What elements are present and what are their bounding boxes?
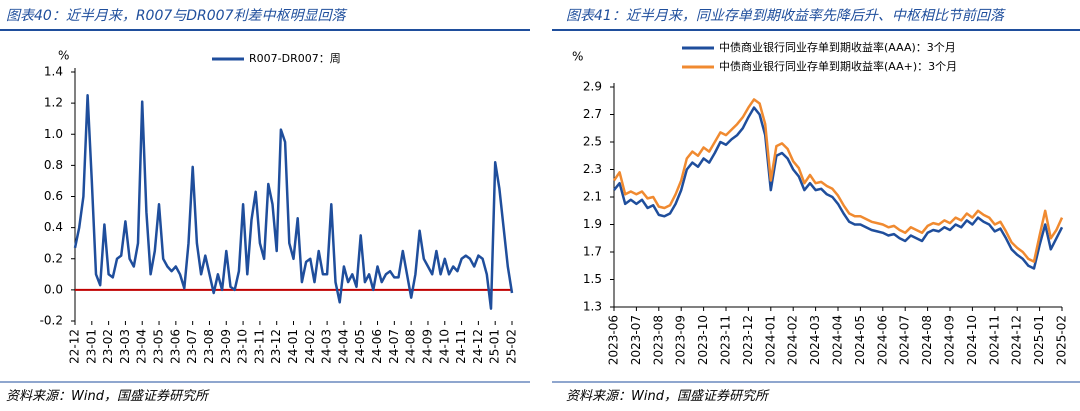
legend-label: 中债商业银行同业存单到期收益率(AA+)：3个月 bbox=[719, 59, 957, 73]
x-tick-label: 23-09 bbox=[219, 329, 233, 364]
x-tick-label: 25-01 bbox=[488, 329, 502, 364]
x-tick-label: 2024-03 bbox=[808, 315, 822, 365]
x-tick-label: 2024-04 bbox=[831, 315, 845, 365]
y-tick-label: 2.3 bbox=[583, 162, 602, 176]
x-tick-label: 24-10 bbox=[437, 329, 451, 364]
x-tick-label: 2023-07 bbox=[629, 315, 643, 365]
x-tick-label: 22-12 bbox=[68, 329, 82, 364]
x-tick-label: 24-05 bbox=[353, 329, 367, 364]
y-tick-label: 1.0 bbox=[44, 127, 63, 141]
chart-title: 图表40：近半月来，R007与DR007利差中枢明显回落 bbox=[6, 8, 347, 24]
x-tick-label: 2024-09 bbox=[943, 315, 957, 365]
y-tick-label: 1.2 bbox=[44, 96, 63, 110]
x-tick-label: 23-06 bbox=[168, 329, 182, 364]
series-line bbox=[612, 98, 1064, 263]
x-tick-label: 23-07 bbox=[185, 329, 199, 364]
x-tick-label: 24-06 bbox=[370, 329, 384, 364]
x-tick-label: 2024-06 bbox=[875, 315, 889, 365]
x-tick-label: 2023-09 bbox=[674, 315, 688, 365]
x-tick-label: 2023-08 bbox=[651, 315, 665, 365]
chart-title: 图表41：近半月来，同业存单到期收益率先降后升、中枢相比节前回落 bbox=[566, 8, 1006, 24]
x-tick-label: 23-02 bbox=[101, 329, 115, 364]
x-tick-label: 24-09 bbox=[420, 329, 434, 364]
y-tick-label: 0.0 bbox=[44, 282, 63, 296]
x-tick-label: 2023-06 bbox=[607, 315, 621, 365]
series-line bbox=[613, 106, 1064, 270]
y-tick-label: 2.5 bbox=[583, 135, 602, 149]
x-tick-label: 24-03 bbox=[320, 329, 334, 364]
x-tick-label: 2023-10 bbox=[696, 315, 710, 365]
y-tick-label: 0.6 bbox=[44, 189, 63, 203]
x-tick-label: 23-03 bbox=[118, 329, 132, 364]
x-tick-label: 24-08 bbox=[404, 329, 418, 364]
x-tick-label: 23-08 bbox=[202, 329, 216, 364]
source: 资料来源：Wind，国盛证券研究所 bbox=[6, 388, 210, 404]
x-tick-label: 24-04 bbox=[336, 329, 350, 364]
x-tick-label: 23-12 bbox=[269, 329, 283, 364]
y-tick-label: 0.4 bbox=[44, 220, 63, 234]
x-tick-label: 2025-02 bbox=[1055, 315, 1069, 365]
y-tick-label: 1.9 bbox=[583, 217, 602, 231]
x-tick-label: 23-01 bbox=[84, 329, 98, 364]
x-tick-label: 24-11 bbox=[454, 329, 468, 364]
x-tick-label: 23-10 bbox=[236, 329, 250, 364]
x-tick-label: 2024-05 bbox=[853, 315, 867, 365]
x-tick-label: 24-12 bbox=[471, 329, 485, 364]
legend-label: 中债商业银行同业存单到期收益率(AAA)：3个月 bbox=[719, 40, 956, 54]
x-tick-label: 2023-12 bbox=[741, 315, 755, 365]
y-tick-label: -0.2 bbox=[40, 314, 63, 328]
x-tick-label: 2024-01 bbox=[763, 315, 777, 365]
y-axis-label: % bbox=[58, 49, 69, 63]
x-tick-label: 24-02 bbox=[303, 329, 317, 364]
series-line bbox=[73, 94, 514, 310]
y-tick-label: 0.2 bbox=[44, 251, 63, 265]
y-tick-label: 2.1 bbox=[583, 190, 602, 204]
y-tick-label: 2.9 bbox=[583, 80, 602, 94]
x-tick-label: 2024-10 bbox=[965, 315, 979, 365]
x-tick-label: 2024-11 bbox=[987, 315, 1001, 365]
y-tick-label: 1.3 bbox=[583, 300, 602, 314]
x-tick-label: 2023-11 bbox=[719, 315, 733, 365]
y-tick-label: 1.5 bbox=[583, 272, 602, 286]
legend-label: R007-DR007：周 bbox=[249, 52, 341, 65]
x-tick-label: 23-04 bbox=[135, 329, 149, 364]
y-tick-label: 1.7 bbox=[583, 245, 602, 259]
x-tick-label: 2024-02 bbox=[786, 315, 800, 365]
x-tick-label: 24-07 bbox=[387, 329, 401, 364]
x-tick-label: 2025-01 bbox=[1032, 315, 1046, 365]
y-tick-label: 2.7 bbox=[583, 107, 602, 121]
x-tick-label: 2024-08 bbox=[920, 315, 934, 365]
y-tick-label: 1.4 bbox=[44, 65, 63, 79]
x-tick-label: 23-05 bbox=[152, 329, 166, 364]
x-tick-label: 24-01 bbox=[286, 329, 300, 364]
y-axis-label: % bbox=[572, 50, 583, 64]
x-tick-label: 23-11 bbox=[252, 329, 266, 364]
x-tick-label: 25-02 bbox=[505, 329, 519, 364]
x-tick-label: 2024-12 bbox=[1010, 315, 1024, 365]
y-tick-label: 0.8 bbox=[44, 158, 63, 172]
source: 资料来源：Wind，国盛证券研究所 bbox=[566, 388, 770, 404]
x-tick-label: 2024-07 bbox=[898, 315, 912, 365]
